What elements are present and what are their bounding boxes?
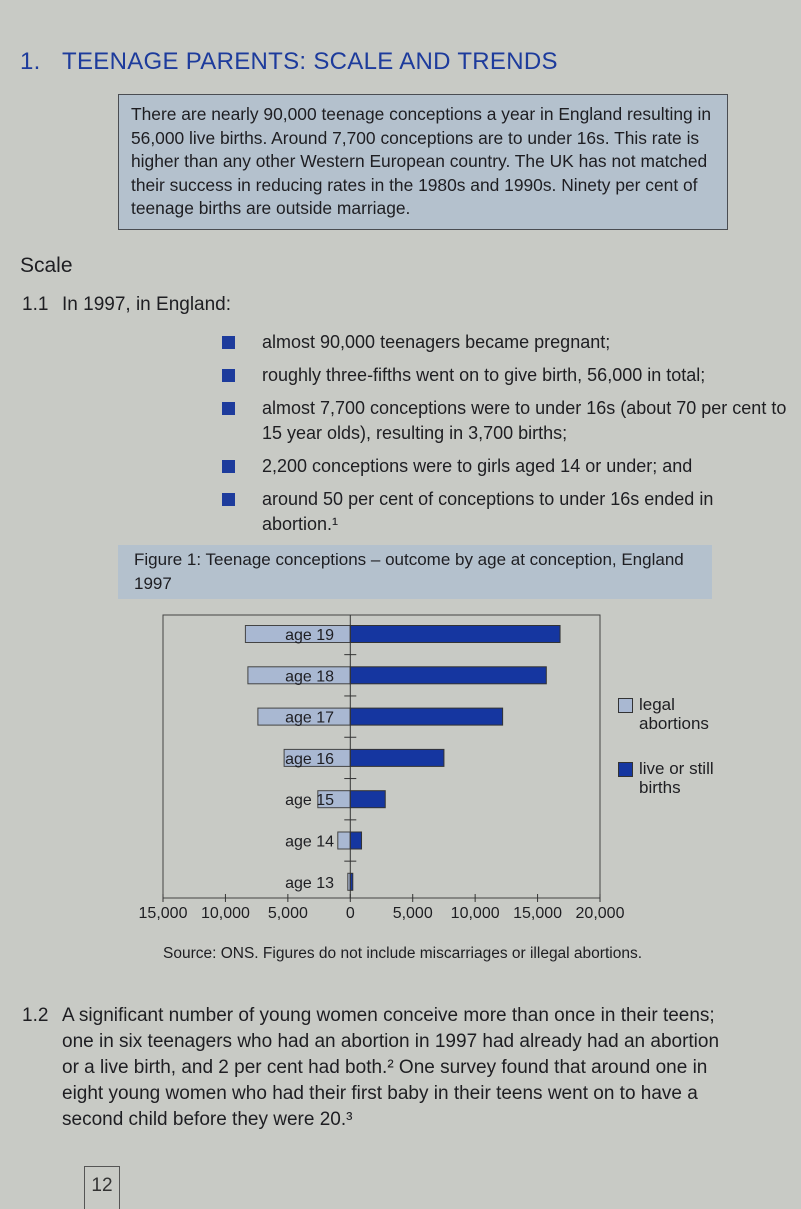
x-tick-label: 5,000 [268,905,308,922]
paragraph-1-1: 1.1 In 1997, in England: [0,292,801,318]
x-tick-label: 20,000 [576,905,625,922]
section-heading: Scale [20,253,73,277]
bullet-text: roughly three-fifths went on to give bir… [262,364,706,385]
figure-source: Source: ONS. Figures do not include misc… [163,944,643,962]
bar-abortions [337,831,351,849]
bar-births [349,748,445,767]
bar-births [349,707,504,726]
x-tick-label: 15,000 [513,905,562,922]
x-tick-label: 10,000 [201,905,250,922]
bullet-icon [222,368,235,382]
x-tick-label: 0 [346,905,355,922]
bar-births [349,665,547,684]
legend-swatch-births [618,761,633,777]
bullet-icon [222,401,235,415]
figure-title: Figure 1: Teenage conceptions – outcome … [118,544,712,599]
bar-births [349,831,363,849]
bullet-icon [222,492,235,506]
list-item: almost 90,000 teenagers became pregnant; [222,330,787,355]
x-tick-label: 5,000 [393,905,433,922]
legend-label-abortions: legal abortions [639,694,709,733]
paragraph-intro: In 1997, in England: [62,293,232,315]
legend-swatch-abortions [618,697,633,713]
page-number: 12 [84,1166,120,1209]
bullet-text: 2,200 conceptions were to girls aged 14 … [262,455,693,476]
list-item: around 50 per cent of conceptions to und… [222,487,787,537]
category-label: age 16 [285,750,334,767]
chapter-header: 1. TEENAGE PARENTS: SCALE AND TRENDS [0,0,801,76]
bullet-text: almost 7,700 conceptions were to under 1… [262,397,787,443]
summary-box: There are nearly 90,000 teenage concepti… [118,94,728,230]
category-label: age 17 [285,709,334,726]
paragraph-1-2: 1.2 A significant number of young women … [0,1003,801,1133]
chapter-number: 1. [20,48,41,75]
list-item: almost 7,700 conceptions were to under 1… [222,396,787,446]
legend-item-abortions: legal abortions [618,695,738,733]
bullet-icon [222,459,235,473]
chart-frame [162,614,601,898]
paragraph-number: 1.2 [22,1004,49,1026]
paragraph-text: A significant number of young women conc… [62,1004,720,1130]
paragraph-number: 1.1 [22,293,49,315]
legend-label-births: live or still births [639,758,714,797]
bullet-icon [222,335,235,349]
bullet-list: almost 90,000 teenagers became pregnant;… [222,330,787,537]
bullet-text: almost 90,000 teenagers became pregnant; [262,331,611,352]
figure-chart: age 19 age 18 age 17 age 16 age 15 age 14 age … [139,614,625,922]
bar-births [349,789,386,808]
category-label: age 18 [285,668,334,685]
category-label: age 14 [285,833,334,850]
list-item: roughly three-fifths went on to give bir… [222,363,787,388]
category-label: age 19 [285,627,334,644]
category-label: age 13 [285,874,334,891]
x-tick-label: 10,000 [451,905,500,922]
list-item: 2,200 conceptions were to girls aged 14 … [222,454,787,479]
legend: legal abortions live or still births [618,695,738,797]
bar-births [349,624,561,643]
figure-chart-area: age 19 age 18 age 17 age 16 age 15 age 14 age … [0,605,801,935]
x-tick-label: 15,000 [139,905,188,922]
legend-item-births: live or still births [618,759,738,797]
chapter-title: TEENAGE PARENTS: SCALE AND TRENDS [62,48,558,75]
bullet-text: around 50 per cent of conceptions to und… [262,488,714,534]
category-label: age 15 [285,792,334,809]
